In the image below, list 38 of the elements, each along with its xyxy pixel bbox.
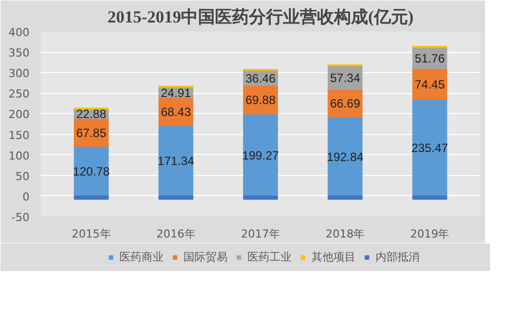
legend-label: 医药商业	[120, 250, 164, 264]
y-tick-label: 300	[8, 67, 30, 80]
bar	[328, 195, 363, 200]
y-tick-label: 50	[16, 170, 30, 183]
data-label: 74.45	[414, 77, 446, 92]
data-label: 57.34	[330, 70, 360, 85]
data-label: 24.91	[160, 86, 192, 100]
data-label: 235.47	[411, 141, 448, 156]
x-tick-label: 2017年	[241, 228, 280, 240]
x-tick-label: 2018年	[326, 228, 365, 240]
data-label: 68.43	[160, 104, 192, 119]
bar	[412, 195, 448, 200]
x-tick-label: 2016年	[156, 228, 196, 240]
bar	[74, 195, 109, 200]
bar	[158, 195, 194, 200]
legend-label: 医药工业	[248, 250, 292, 264]
data-label: 51.76	[414, 51, 446, 66]
y-tick-label: -50	[12, 211, 30, 224]
legend-label: 其他项目	[312, 250, 356, 264]
x-tick-label: 2019年	[410, 228, 450, 240]
legend-label: 国际贸易	[184, 250, 228, 264]
y-tick-label: 350	[8, 46, 30, 60]
chart-title: 2015-2019中国医药分行业营收构成(亿元)	[108, 8, 414, 26]
data-label: 67.85	[76, 126, 107, 140]
data-label: 66.69	[330, 96, 360, 110]
y-tick-label: 0	[22, 190, 30, 204]
x-tick-label: 2015年	[72, 228, 111, 240]
data-label: 22.88	[76, 107, 107, 122]
bar	[243, 195, 278, 200]
y-tick-label: 400	[8, 26, 30, 39]
legend-label: 内部抵消	[376, 250, 420, 264]
y-tick-label: 150	[8, 128, 30, 142]
bar	[412, 98, 448, 196]
y-tick-label: 250	[8, 88, 30, 101]
data-label: 36.46	[245, 71, 276, 86]
y-tick-label: 200	[8, 108, 30, 122]
data-label: 69.88	[245, 93, 276, 108]
y-tick-label: 100	[8, 149, 30, 162]
